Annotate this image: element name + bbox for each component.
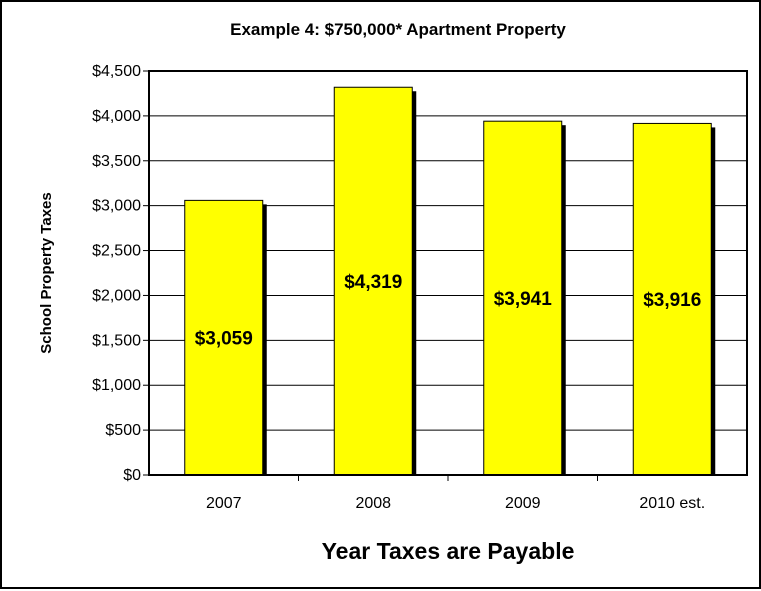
y-tick-label: $0 <box>123 467 141 484</box>
bar <box>632 122 712 476</box>
y-tick-label: $1,500 <box>92 332 141 349</box>
y-tick-label: $4,500 <box>92 63 141 80</box>
y-axis-ticks: $0 $500 $1,000 $1,500 $2,000 $2,500 $3,000 $3,5… <box>92 63 149 484</box>
bars <box>184 86 716 476</box>
y-tick-label: $2,500 <box>92 243 141 260</box>
data-label: $3,941 <box>494 289 553 310</box>
y-tick-label: $4,000 <box>92 108 141 125</box>
y-tick-label: $1,000 <box>92 377 141 394</box>
x-tick-label: 2008 <box>355 495 391 512</box>
chart-title: Example 4: $750,000* Apartment Property <box>230 20 566 39</box>
data-labels: $3,059 $4,319 $3,941 $3,916 <box>195 272 702 350</box>
data-label: $3,916 <box>643 290 701 311</box>
data-label: $3,059 <box>195 329 253 350</box>
x-axis-title: Year Taxes are Payable <box>322 538 575 564</box>
y-tick-label: $2,000 <box>92 287 141 304</box>
y-axis-title: School Property Taxes <box>38 192 55 353</box>
bar <box>333 86 413 476</box>
x-tick-label: 2007 <box>206 495 242 512</box>
x-axis-ticks: 2007 2008 2009 2010 est. <box>206 475 705 512</box>
y-tick-label: $3,500 <box>92 153 141 170</box>
data-label: $4,319 <box>344 272 402 293</box>
y-tick-label: $500 <box>105 422 141 439</box>
y-tick-label: $3,000 <box>92 198 141 215</box>
bar <box>184 199 264 476</box>
x-tick-label: 2009 <box>505 495 541 512</box>
x-tick-label: 2010 est. <box>639 495 705 512</box>
bar <box>483 120 563 476</box>
